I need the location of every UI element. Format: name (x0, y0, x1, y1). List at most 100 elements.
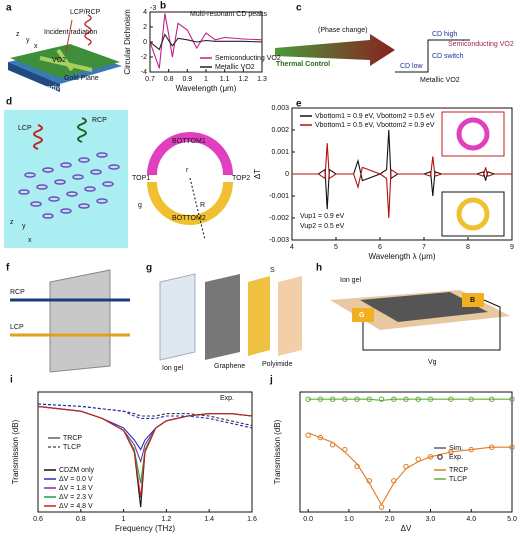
data-point (415, 396, 421, 402)
y-tick-label: -0.003 (269, 237, 289, 244)
text: y (26, 37, 30, 44)
legend-label: ΔV = 1.8 V (59, 485, 93, 492)
text: LCP (18, 125, 32, 132)
text: CD low (400, 63, 424, 70)
text: y (22, 223, 26, 230)
panel-g: g Ion gel Graphene Polyimide S (146, 263, 302, 372)
text: Ion gel (162, 365, 183, 372)
legend-label: ΔV = 4.8 V (59, 503, 93, 510)
data-point (403, 396, 409, 402)
panel-d: d LCP RCP x y z (4, 97, 128, 248)
annotation: Exp. (220, 395, 234, 402)
panel-label: f (6, 263, 10, 274)
series-line (37, 403, 253, 427)
panel-label: g (146, 263, 152, 274)
text: g (138, 202, 142, 209)
x-tick-label: 9 (510, 244, 514, 251)
text: TOP1 (132, 175, 150, 182)
ring-diagram: BOTTOM1 BOTTOM2 TOP1 TOP2 r R g (132, 132, 250, 241)
series-line (149, 33, 263, 51)
text: Ion gel (340, 277, 361, 284)
data-point (509, 444, 515, 450)
x-tick-label: 0.7 (145, 76, 155, 83)
y-tick-label: 0 (285, 171, 289, 178)
data-point (468, 446, 474, 453)
x-axis-label: Wavelength λ (μm) (369, 252, 436, 261)
x-tick-label: 1 (122, 516, 126, 523)
panel-label: a (6, 3, 12, 14)
y-axis-label: ΔT (253, 169, 262, 179)
x-axis-label: Frequency (THz) (115, 524, 175, 533)
data-point (509, 396, 515, 402)
panel-label: j (269, 375, 273, 386)
panel-a: a LCP/RCP Incident radiation VO2 Gold Pl… (6, 3, 122, 92)
helix-lcp (33, 124, 43, 150)
data-point (342, 396, 348, 402)
text: x (28, 237, 32, 244)
panel-f: f RCP LCP (6, 263, 130, 373)
polyimide (278, 276, 302, 356)
annotation: Vup2 = 0.5 eV (300, 223, 345, 230)
legend-label: Vbottom1 = 0.5 eV, Vbottom2 = 0.9 eV (315, 122, 435, 129)
data-point (391, 478, 397, 484)
data-point (448, 449, 454, 455)
annotation: Multi-resonant CD peaks (190, 11, 268, 18)
y-tick-label: 0.001 (271, 149, 289, 156)
y-tick-label: -0.002 (269, 215, 289, 222)
data-point (488, 444, 495, 450)
text: LCP (10, 324, 24, 331)
data-point (317, 396, 324, 402)
text: x (34, 43, 38, 50)
x-tick-label: 1 (204, 76, 208, 83)
panel-label: d (6, 97, 12, 108)
x-tick-label: 3.0 (426, 516, 436, 523)
x-tick-label: 7 (422, 244, 426, 251)
legend-label: TLCP (449, 476, 467, 483)
e-insets (441, 111, 505, 237)
plot-frame (299, 391, 513, 513)
data-point (342, 446, 348, 453)
circuit (362, 299, 501, 351)
x-tick-label: 5.0 (507, 516, 517, 523)
legend-label: Semiconducting VO2 (215, 55, 281, 62)
arrow (275, 34, 395, 66)
radius (189, 177, 206, 241)
text: Graphene (214, 363, 245, 370)
series-line (292, 143, 512, 219)
legend-label: ΔV = 2.3 V (59, 494, 93, 501)
text: G (359, 312, 365, 319)
y-tick-label: -2 (141, 54, 147, 61)
background (4, 110, 128, 248)
y-axis-label: Circular Dichroism (123, 9, 132, 75)
ring-array (18, 152, 120, 219)
data-point (415, 456, 421, 462)
legend-label: TRCP (449, 467, 468, 474)
legend-label: TRCP (63, 435, 82, 442)
substrate-side (8, 62, 60, 92)
x-axis-label: Wavelength (μm) (176, 84, 237, 93)
x-tick-label: 1.2 (238, 76, 248, 83)
text: S (270, 267, 275, 274)
arc-bottom (147, 181, 233, 225)
text: Vg (428, 359, 437, 366)
text: z (16, 31, 20, 38)
x-tick-label: 1.3 (257, 76, 267, 83)
text: Gold Plane (64, 75, 99, 82)
x-tick-label: 1.1 (220, 76, 230, 83)
x-tick-label: 2.0 (385, 516, 395, 523)
data-point (366, 396, 373, 402)
data-point (354, 463, 360, 470)
text: Metallic VO2 (420, 77, 460, 84)
text: Semiconducting VO2 (448, 41, 514, 48)
panel-label: e (296, 99, 302, 110)
annotation: -3 (150, 5, 156, 12)
text: Incident radiation (44, 29, 97, 36)
data-point (305, 396, 311, 402)
legend-label: Sim. (449, 445, 463, 452)
data-point (378, 504, 385, 510)
text: (Phase change) (318, 27, 367, 34)
text: B (470, 297, 475, 304)
legend-label: CDZM only (59, 467, 95, 474)
panel-label: h (316, 263, 322, 274)
x-tick-label: 0.6 (33, 516, 43, 523)
